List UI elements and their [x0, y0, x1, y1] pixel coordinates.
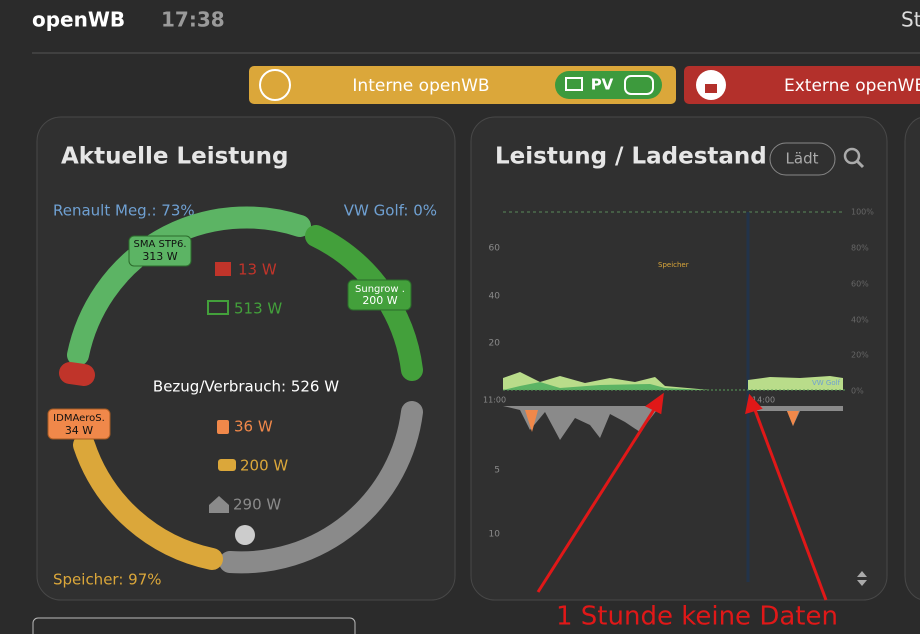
vehicle-left: Renault Meg.: 73% — [53, 202, 195, 220]
clock: 17:38 — [161, 8, 225, 32]
internal-label: Interne openWB — [352, 76, 489, 96]
consumer-power: 34 W — [65, 424, 93, 437]
right-axis-label: 100% — [851, 208, 874, 217]
grid-power: 13 W — [238, 261, 277, 279]
external-button[interactable] — [684, 66, 920, 104]
pv-area-3 — [748, 376, 843, 390]
zoom-handle — [855, 159, 865, 169]
right-axis-label: 80% — [851, 244, 869, 253]
source-power: 313 W — [142, 250, 177, 263]
source-power: 200 W — [362, 294, 397, 307]
lower-axis-label: 10 — [489, 530, 501, 540]
charging-power: 36 W — [234, 418, 273, 436]
left-axis-label: 60 — [489, 244, 501, 254]
consumer-name: IDMAeroS. — [53, 413, 105, 424]
pv-area — [503, 372, 710, 390]
time-label: 14:00 — [752, 396, 775, 405]
annotation-arrow — [536, 407, 657, 593]
solar-icon — [565, 77, 583, 91]
pv-power: 513 W — [234, 300, 282, 318]
summary: Bezug/Verbrauch: 526 W — [153, 378, 339, 396]
brand: openWB — [32, 8, 125, 32]
lower-axis-label: 5 — [494, 466, 500, 476]
right-axis-label: 20% — [851, 351, 869, 360]
annotation-arrow — [753, 409, 828, 601]
left-axis-label: 40 — [489, 292, 501, 302]
chart-card — [470, 116, 888, 601]
pv-label: PV — [591, 76, 614, 94]
next-card — [904, 117, 920, 600]
consumer-badge — [47, 408, 111, 440]
charge-area-2 — [787, 411, 799, 426]
source-name: Sungrow . — [355, 284, 405, 295]
house-power: 290 W — [233, 496, 281, 514]
house-area — [503, 406, 660, 440]
vehicle-right: VW Golf: 0% — [344, 202, 437, 220]
right-axis-label: 40% — [851, 316, 869, 325]
battery-power: 200 W — [240, 457, 288, 475]
arc-storage — [73, 434, 223, 570]
external-label: Externe openWB — [784, 76, 920, 96]
house-icon — [209, 496, 229, 513]
arrowhead — [645, 392, 664, 415]
left-axis-label: 20 — [489, 339, 501, 349]
battery-icon — [218, 459, 236, 471]
card-title: Leistung / Ladestand — [495, 144, 767, 170]
source-name: SMA STP6. — [133, 239, 186, 250]
info-icon[interactable] — [235, 525, 255, 545]
arc-house — [219, 401, 423, 574]
plug-icon — [217, 420, 229, 434]
time-label: 11:00 — [483, 396, 506, 405]
source-badge — [128, 235, 192, 267]
sort-icon[interactable] — [857, 571, 867, 586]
battery-icon — [624, 75, 654, 95]
status-label: Lädt — [786, 150, 819, 168]
charge-area — [525, 410, 538, 432]
annotation: 1 Stunde keine Daten — [556, 602, 838, 632]
plug-icon — [259, 69, 291, 101]
zoom-icon[interactable] — [843, 147, 861, 165]
status-pill[interactable] — [769, 142, 836, 176]
bottom-button[interactable] — [32, 617, 356, 634]
card-title: Aktuelle Leistung — [61, 144, 288, 170]
source-badge — [347, 279, 412, 311]
storage-soc: Speicher: 97% — [53, 571, 162, 589]
header-right[interactable]: St — [901, 8, 920, 32]
pv-icon — [207, 300, 229, 315]
arrowhead — [745, 393, 763, 415]
grid-icon — [215, 262, 231, 276]
arc-grid — [59, 362, 95, 386]
lock-body — [705, 84, 717, 93]
series-label: Speicher — [658, 261, 689, 269]
series-label: VW Golf — [812, 379, 841, 387]
right-axis-label: 60% — [851, 280, 869, 289]
pv-area-2 — [503, 382, 710, 390]
right-axis-label: 0% — [851, 387, 864, 396]
